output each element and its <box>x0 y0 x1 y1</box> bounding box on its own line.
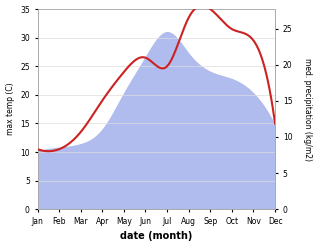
X-axis label: date (month): date (month) <box>120 231 192 242</box>
Y-axis label: med. precipitation (kg/m2): med. precipitation (kg/m2) <box>303 58 313 161</box>
Y-axis label: max temp (C): max temp (C) <box>5 83 15 135</box>
